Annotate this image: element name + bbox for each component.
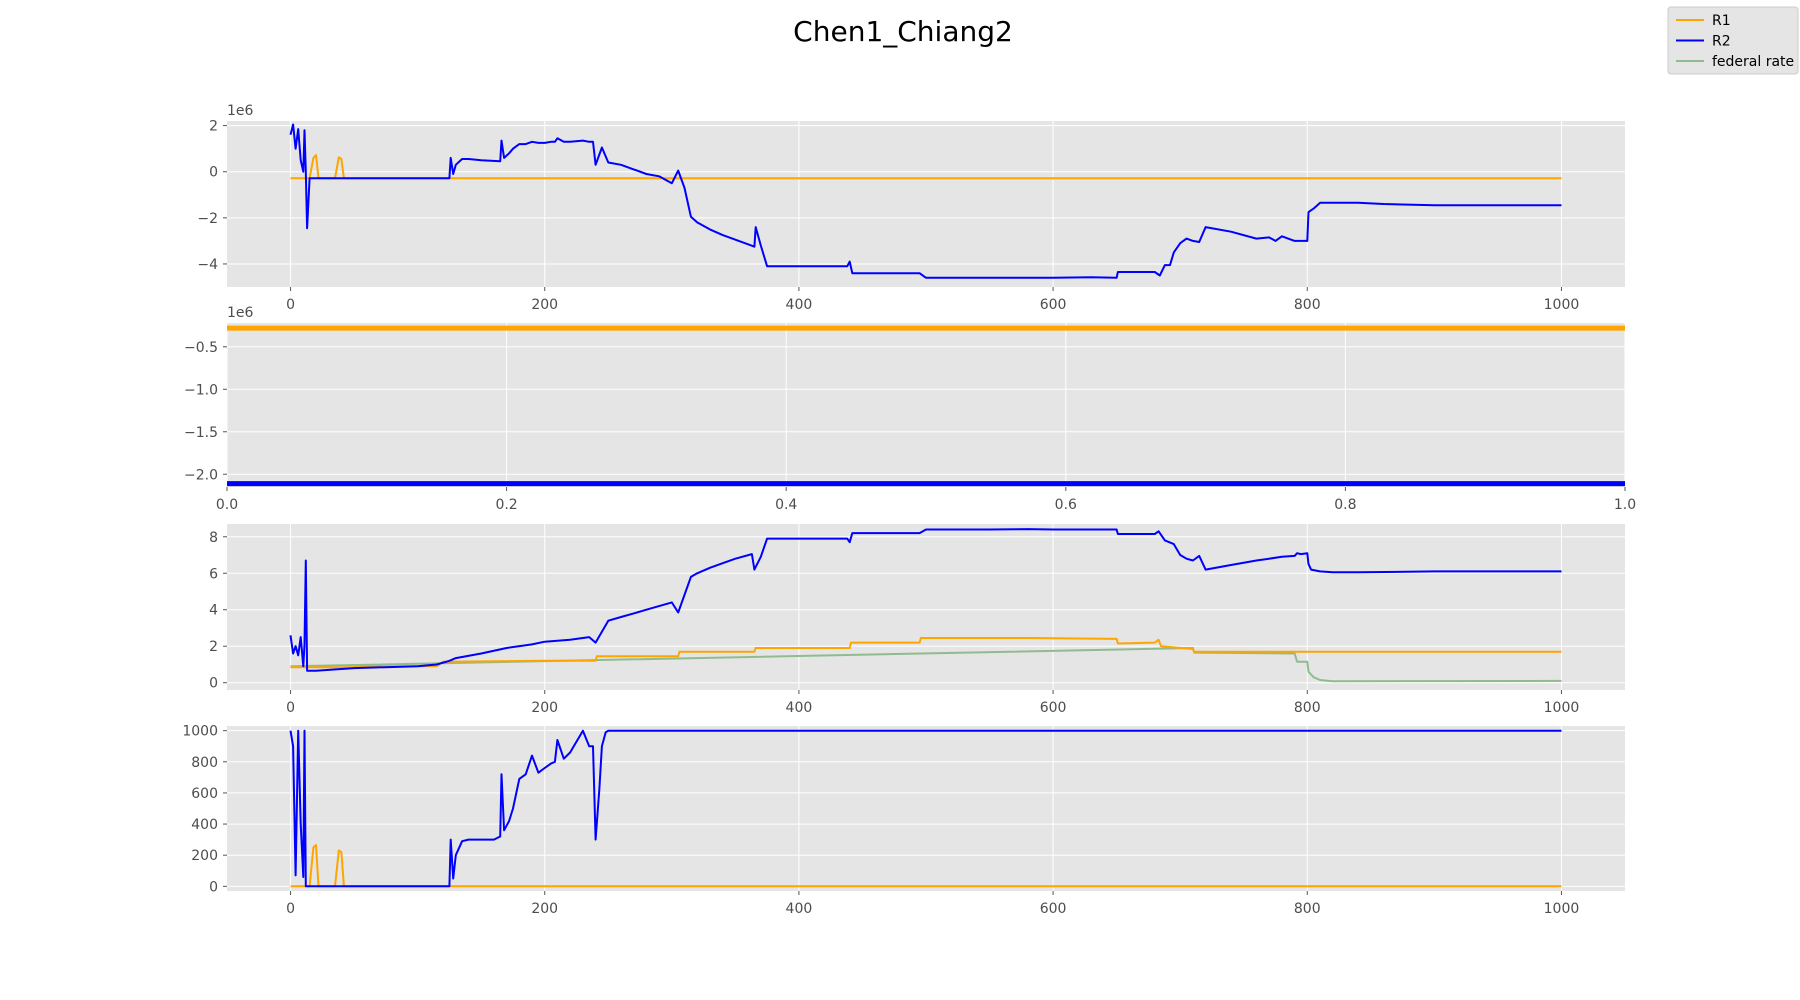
subplot-1: 0 200 400 600 800 1000 2 0 −2 −4 1e6: [197, 103, 1625, 313]
y-tick-label: 0: [209, 676, 218, 692]
x-tick-label: 0.8: [1334, 497, 1356, 513]
y-tick-label: 600: [191, 786, 218, 802]
x-tick-label: 0.6: [1055, 497, 1077, 513]
x-tick-label: 0.0: [216, 497, 238, 513]
legend-label: federal rate: [1712, 54, 1794, 70]
subplot-4: 0 200 400 600 800 1000 1000 800 600 400 200 0: [182, 724, 1625, 917]
y-tick-label: 8: [209, 530, 218, 546]
y-offset-label: 1e6: [227, 103, 254, 119]
figure-title: Chen1_Chiang2: [793, 15, 1013, 48]
legend-frame: [1667, 6, 1799, 75]
y-tick-label: 2: [209, 639, 218, 655]
y-tick-label: −2: [197, 211, 218, 227]
x-tick-label: 0: [286, 700, 295, 716]
legend-label: R2: [1712, 34, 1731, 50]
y-tick-label: −1.5: [184, 425, 218, 441]
x-tick-label: 800: [1294, 901, 1321, 917]
x-tick-label: 600: [1040, 297, 1067, 313]
y-tick-label: −1.0: [184, 382, 218, 398]
series-line-r1: [290, 637, 1562, 669]
x-tick-label: 0.4: [775, 497, 797, 513]
y-tick-label: 0: [209, 879, 218, 895]
x-tick-label: 800: [1294, 297, 1321, 313]
x-tick-label: 0: [286, 297, 295, 313]
y-tick-label: 2: [209, 119, 218, 135]
x-tick-label: 1000: [1544, 700, 1580, 716]
x-tick-label: 200: [531, 297, 558, 313]
y-tick-label: 6: [209, 566, 218, 582]
y-tick-label: 200: [191, 848, 218, 864]
y-tick-label: 0: [209, 165, 218, 181]
subplot-3: 0 200 400 600 800 1000 8 6 4 2 0: [209, 524, 1625, 716]
x-tick-label: 0.2: [495, 497, 517, 513]
x-tick-label: 200: [531, 901, 558, 917]
legend: R1 R2 federal rate: [1667, 6, 1799, 75]
x-tick-label: 400: [786, 901, 813, 917]
x-tick-label: 1000: [1544, 297, 1580, 313]
x-tick-label: 0: [286, 901, 295, 917]
series-line-r2: [289, 528, 1562, 672]
plot-area: [227, 323, 1625, 487]
x-tick-label: 600: [1040, 901, 1067, 917]
y-tick-label: 4: [209, 603, 218, 619]
x-tick-label: 400: [786, 700, 813, 716]
subplot-2: 0.0 0.2 0.4 0.6 0.8 1.0 −0.5 −1.0 −1.5 −2.0 1e6: [184, 305, 1636, 513]
y-tick-label: 400: [191, 817, 218, 833]
x-tick-label: 600: [1040, 700, 1067, 716]
x-tick-label: 400: [786, 297, 813, 313]
series-line-r2: [289, 729, 1562, 888]
y-tick-label: −0.5: [184, 340, 218, 356]
x-tick-label: 200: [531, 700, 558, 716]
y-tick-label: −2.0: [184, 467, 218, 483]
x-tick-label: 1000: [1544, 901, 1580, 917]
y-tick-label: 800: [191, 755, 218, 771]
y-tick-label: 1000: [182, 724, 218, 740]
legend-label: R1: [1712, 13, 1731, 29]
plot-area: [227, 726, 1625, 891]
y-offset-label: 1e6: [227, 305, 254, 321]
x-tick-label: 1.0: [1614, 497, 1636, 513]
y-tick-label: −4: [197, 257, 218, 273]
series-line-r2: [289, 123, 1562, 279]
x-tick-label: 800: [1294, 700, 1321, 716]
